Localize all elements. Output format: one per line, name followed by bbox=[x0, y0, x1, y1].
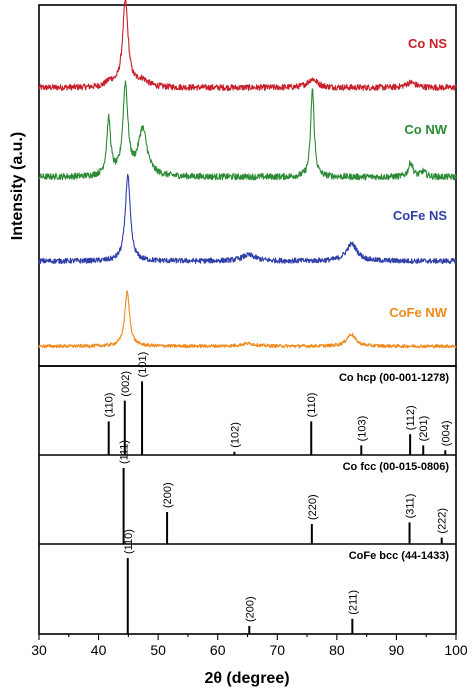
ref-1-hkl-label: (103) bbox=[356, 416, 368, 442]
ref-1-hkl-label: (201) bbox=[418, 416, 430, 442]
x-tick-label: 90 bbox=[389, 642, 405, 658]
x-tick-label: 60 bbox=[210, 642, 226, 658]
x-tick-label: 80 bbox=[329, 642, 345, 658]
series-co-ns-line bbox=[38, 0, 457, 92]
ref-1-hkl-label: (110) bbox=[306, 393, 318, 418]
x-axis-label: 2θ (degree) bbox=[204, 670, 289, 687]
ref-1-hkl-label: (112) bbox=[405, 405, 417, 430]
series-cofe-ns-line bbox=[38, 173, 457, 265]
ref-1-title: Co hcp (00-001-1278) bbox=[339, 372, 449, 384]
ref-1-hkl-label: (002) bbox=[120, 371, 132, 397]
series-cofe-nw-line bbox=[38, 290, 457, 349]
x-tick-label: 70 bbox=[269, 642, 285, 658]
ref-2-hkl-label: (311) bbox=[405, 494, 417, 519]
ref-2-hkl-label: (222) bbox=[437, 508, 449, 534]
ref-1-hkl-label: (110) bbox=[104, 393, 116, 418]
x-axis: 30 40 50 60 70 80 90 100 bbox=[31, 634, 468, 658]
ref-1-hkl-label: (004) bbox=[440, 421, 452, 447]
ref-3-hkl-label: (110) bbox=[123, 529, 135, 554]
series-layer: Co NS Co NW CoFe NS CoFe NW bbox=[38, 0, 457, 349]
ref-2-title: Co fcc (00-015-0806) bbox=[343, 461, 450, 473]
series-co-nw-label: Co NW bbox=[404, 122, 447, 137]
ref-3-title: CoFe bcc (44-1433) bbox=[349, 550, 450, 562]
reference-panel bbox=[38, 365, 457, 635]
y-axis-label: Intensity (a.u.) bbox=[9, 132, 26, 240]
x-tick-label: 50 bbox=[150, 642, 166, 658]
ref-2-hkl-label: (111) bbox=[119, 440, 131, 464]
x-tick-label: 40 bbox=[91, 642, 107, 658]
ref-2-hkl-label: (220) bbox=[307, 494, 319, 520]
x-tick-label: 30 bbox=[31, 642, 47, 658]
ref-1-hkl-label: (101) bbox=[137, 352, 149, 378]
series-co-ns-label: Co NS bbox=[408, 36, 447, 51]
ref-1-hkl-label: (102) bbox=[229, 422, 241, 448]
ref-3-hkl-label: (211) bbox=[347, 590, 359, 615]
ref-2-hkl-label: (200) bbox=[162, 482, 174, 508]
series-cofe-nw-label: CoFe NW bbox=[389, 305, 448, 320]
ref-3-hkl-label: (200) bbox=[244, 596, 256, 622]
series-co-nw-line bbox=[38, 80, 457, 181]
reference-layer: Co hcp (00-001-1278) (110) (002) (101) (102)… bbox=[104, 352, 452, 634]
series-cofe-ns-label: CoFe NS bbox=[393, 208, 448, 223]
x-tick-label: 100 bbox=[444, 642, 468, 658]
